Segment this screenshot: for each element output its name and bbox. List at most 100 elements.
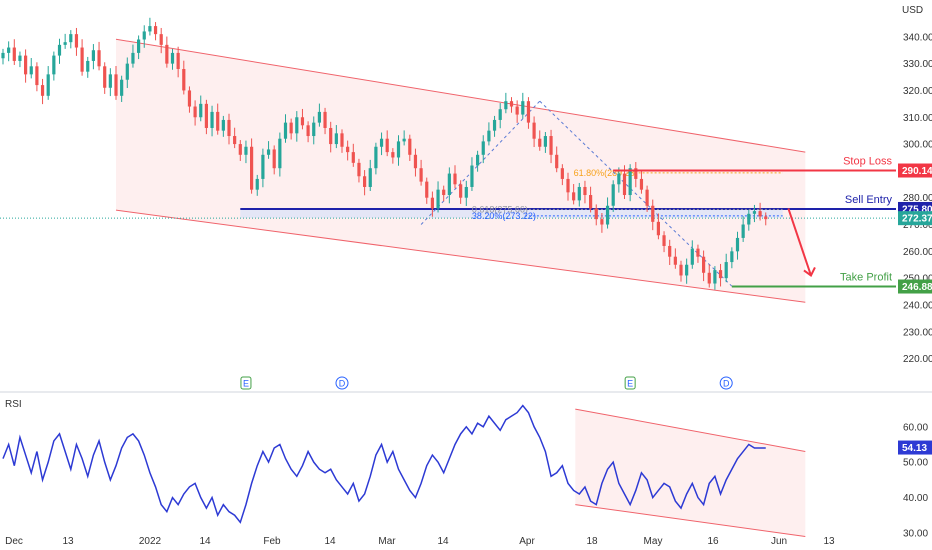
candle-body <box>566 178 570 193</box>
price-tick-label: 240.00 <box>903 300 932 311</box>
candle-body <box>764 216 768 220</box>
price-tick-label: 280.00 <box>903 193 932 204</box>
candle-body <box>656 221 660 236</box>
rsi-tick-label: 30.00 <box>903 528 928 539</box>
candle-body <box>334 133 338 145</box>
candle-body <box>46 74 50 96</box>
candle-body <box>148 26 152 32</box>
candle-body <box>24 55 28 75</box>
candle-body <box>476 154 480 166</box>
candle-body <box>408 138 412 155</box>
candle-body <box>12 47 16 61</box>
candle-body <box>283 122 288 139</box>
candle-body <box>142 31 146 40</box>
earnings-marker[interactable]: E <box>624 376 636 390</box>
channel-fill <box>116 39 806 303</box>
earnings-marker[interactable]: E <box>240 376 252 390</box>
candle-body <box>702 256 706 273</box>
candle-body <box>741 224 745 238</box>
candle-body <box>255 178 259 190</box>
earnings-badge <box>240 376 252 390</box>
candle-body <box>538 138 542 147</box>
price-tick-label: 230.00 <box>903 327 932 338</box>
candle-body <box>357 162 361 177</box>
candle-body <box>7 47 11 53</box>
candle-body <box>114 74 118 96</box>
price-axis[interactable]: USD 220.00 230.00 240.00 250.00 260.00 270.00… <box>902 5 932 365</box>
dividend-marker[interactable]: D <box>335 376 349 390</box>
candle-body <box>651 205 655 222</box>
candle-body <box>312 122 316 137</box>
candle-body <box>758 211 762 217</box>
candle-body <box>170 52 175 64</box>
candle-body <box>120 79 124 96</box>
candle-body <box>470 165 474 187</box>
last-price-tag <box>898 211 932 226</box>
candle-body <box>436 189 440 209</box>
rsi-channel-lower <box>575 504 806 537</box>
candle-body <box>159 34 163 45</box>
candle-body <box>210 111 214 128</box>
candle-body <box>453 173 457 185</box>
event-marker-label: E <box>627 379 633 389</box>
candle-body <box>131 52 135 64</box>
channel-lower-line <box>115 209 806 303</box>
price-tick-label: 250.00 <box>903 274 932 285</box>
rsi-axis[interactable]: 30.00 40.00 50.00 60.00 54.13 <box>898 422 932 539</box>
candle-body <box>543 136 547 147</box>
candle-body <box>363 176 367 187</box>
price-tick-label: 310.00 <box>903 113 932 124</box>
candle-body <box>57 44 62 56</box>
price-tags: 290.14 275.80 246.88 272.37 <box>898 163 932 294</box>
candle-body <box>696 248 700 257</box>
price-pane[interactable]: 61.80%(289.28) 0.618(275.66)38.20%(273.22… <box>0 0 896 392</box>
candle-body <box>617 173 621 185</box>
level-label: Take Profit <box>840 272 892 284</box>
candle-body <box>193 106 197 118</box>
rsi-pane[interactable]: RSI <box>2 399 806 537</box>
candle-body <box>662 235 666 246</box>
candle-body <box>199 103 203 118</box>
fib-label: 38.20%(273.22) <box>472 211 536 221</box>
dividend-marker[interactable]: D <box>719 376 733 390</box>
candle-body <box>187 90 192 107</box>
time-axis[interactable]: Dec 13 2022 14 Feb 14 Mar 14 Apr 18 May 16 Jun 13 <box>5 536 835 547</box>
candle-body <box>430 197 434 209</box>
candle-body <box>227 119 231 137</box>
candle-body <box>396 141 401 158</box>
rsi-line <box>2 404 766 524</box>
candle-body <box>125 63 129 80</box>
price-tick-label: 330.00 <box>903 59 932 70</box>
candle-body <box>572 192 576 201</box>
price-tick-label: 340.00 <box>903 32 932 43</box>
candle-body <box>718 270 723 279</box>
candle-body <box>492 119 497 131</box>
swing-line-down <box>539 100 733 287</box>
candle-body <box>266 149 271 155</box>
candle-body <box>97 50 101 67</box>
candle-body <box>690 248 694 265</box>
candle-body <box>295 117 299 134</box>
candle-body <box>250 146 254 190</box>
event-marker-label: D <box>723 379 730 389</box>
candle-body <box>29 66 33 75</box>
event-marker-label: D <box>339 379 346 389</box>
price-tick-label: 260.00 <box>903 247 932 258</box>
candle-body <box>278 138 282 169</box>
candle-body <box>645 189 649 206</box>
candle-body <box>91 50 95 61</box>
candle-body <box>238 144 242 155</box>
candle-body <box>504 101 508 110</box>
candle-body <box>605 205 610 225</box>
candle-body <box>368 168 372 187</box>
time-tick-label: 14 <box>199 536 211 547</box>
candle-body <box>459 184 463 198</box>
candle-body <box>137 39 141 53</box>
candle-body <box>233 136 237 145</box>
candle-body <box>244 146 248 155</box>
candle-body <box>634 168 638 179</box>
price-channel <box>115 38 806 303</box>
time-tick-label: 14 <box>324 536 336 547</box>
